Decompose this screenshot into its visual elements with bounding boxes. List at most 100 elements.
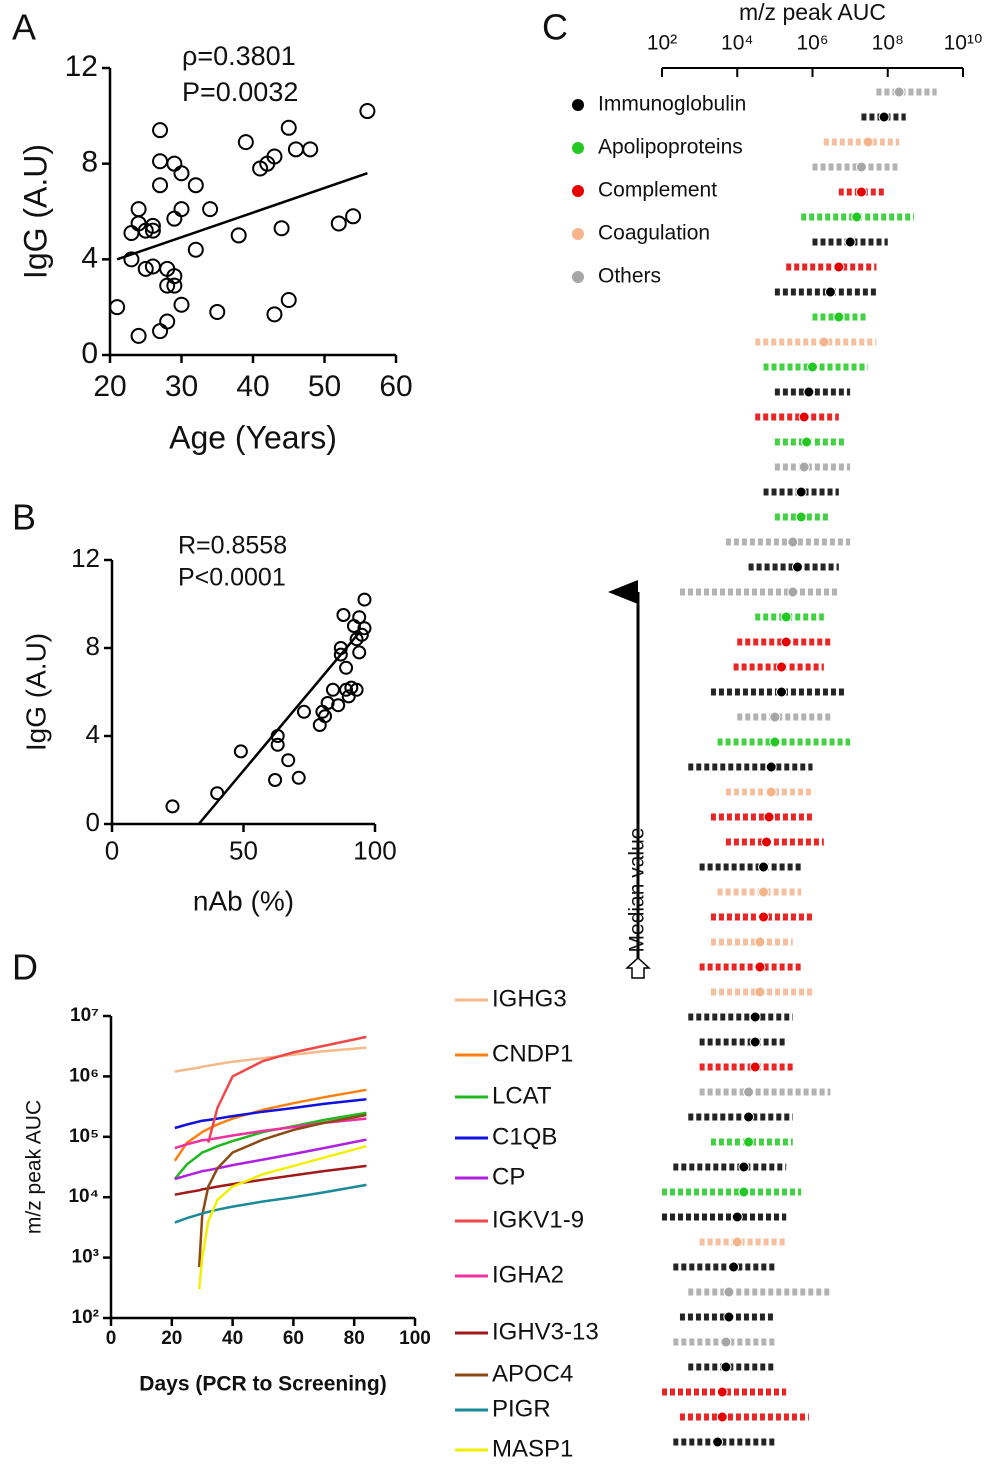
x-axis-label: m/z peak AUC — [739, 0, 886, 25]
point — [331, 698, 346, 713]
median-dot — [851, 211, 863, 223]
median-dot — [824, 286, 836, 298]
point — [152, 122, 169, 139]
x-tick-label: 0 — [105, 835, 119, 865]
median-dot — [749, 1011, 761, 1023]
legend-label: LCAT — [492, 1082, 552, 1109]
x-tick-label: 20 — [161, 1328, 182, 1349]
point — [357, 621, 372, 636]
point — [209, 303, 226, 320]
legend-label: MASP1 — [492, 1435, 573, 1462]
y-tick-label: 0 — [86, 807, 100, 837]
annotation: R=0.8558 — [178, 532, 287, 560]
series-line — [207, 1035, 367, 1144]
median-dot — [761, 836, 773, 848]
point — [173, 201, 190, 218]
legend-label: Immunoglobulin — [598, 93, 746, 116]
median-dot — [728, 1261, 740, 1273]
legend-swatch — [572, 271, 584, 283]
median-dot — [798, 411, 810, 423]
median-dot — [801, 436, 813, 448]
median-dot — [787, 536, 799, 548]
y-tick-label: 10² — [72, 1307, 99, 1328]
legend-swatch — [572, 142, 584, 154]
median-dot — [855, 186, 867, 198]
median-dot — [738, 1161, 750, 1173]
point — [173, 296, 190, 313]
point — [302, 141, 319, 158]
median-dot — [763, 811, 775, 823]
median-dot — [758, 861, 770, 873]
median-dot — [769, 711, 781, 723]
legend-swatch — [572, 228, 584, 240]
fit-line — [197, 631, 361, 825]
median-dot — [807, 361, 818, 373]
y-tick-label: 4 — [86, 719, 100, 749]
series-line — [174, 1046, 367, 1073]
median-dot — [716, 1386, 728, 1398]
point — [352, 645, 367, 660]
point — [109, 299, 126, 316]
point — [187, 241, 204, 258]
point — [266, 306, 283, 323]
median-dot — [798, 461, 810, 473]
legend-label: Others — [598, 265, 661, 288]
x-axis-label: Days (PCR to Screening) — [139, 1373, 386, 1396]
x-tick-label: 100 — [399, 1328, 431, 1349]
x-tick-label: 20 — [93, 370, 126, 403]
annotation: P<0.0001 — [178, 564, 286, 592]
y-tick-label: 4 — [81, 241, 98, 274]
median-dot — [776, 661, 788, 673]
point — [280, 291, 297, 308]
median-dot — [795, 486, 807, 498]
point — [318, 709, 333, 724]
median-dot — [765, 786, 777, 798]
median-dot — [743, 1136, 755, 1148]
point — [230, 227, 247, 244]
point — [152, 153, 169, 170]
point — [296, 704, 311, 719]
point — [130, 201, 147, 218]
legend-swatch — [572, 99, 584, 111]
point — [330, 215, 347, 232]
x-tick-label: 0 — [106, 1328, 117, 1349]
median-dot — [780, 636, 792, 648]
median-dot — [743, 1111, 755, 1123]
point — [166, 268, 183, 285]
point — [268, 773, 283, 787]
series-line — [174, 1183, 367, 1224]
point — [202, 201, 219, 218]
y-tick-label: 10⁷ — [70, 1005, 99, 1026]
x-tick-label: 10² — [647, 32, 677, 55]
x-tick-label: 10⁴ — [721, 32, 753, 55]
point — [237, 134, 254, 151]
median-dot — [749, 1036, 761, 1048]
median-dot — [765, 761, 777, 773]
median-dot — [720, 1361, 732, 1373]
point — [336, 608, 351, 622]
y-tick-label: 12 — [65, 50, 98, 83]
y-axis-label: IgG (A.U) — [17, 144, 53, 279]
median-dot — [754, 961, 766, 973]
series-line — [174, 1117, 367, 1150]
point — [137, 260, 154, 277]
median-dot — [738, 1186, 750, 1198]
point — [325, 682, 340, 697]
median-dot — [754, 986, 766, 998]
y-tick-label: 0 — [81, 337, 98, 370]
y-tick-label: 8 — [86, 631, 100, 661]
x-tick-label: 60 — [283, 1328, 304, 1349]
median-dot — [769, 736, 781, 748]
median-dot — [792, 561, 804, 573]
point — [291, 770, 306, 785]
median-dot — [776, 686, 788, 698]
y-tick-label: 10⁶ — [69, 1065, 99, 1086]
point — [270, 737, 285, 752]
x-tick-label: 60 — [379, 370, 412, 403]
median-dot — [723, 1311, 735, 1323]
point — [165, 799, 180, 814]
panel-label: D — [12, 947, 38, 988]
point — [357, 592, 372, 607]
point — [359, 103, 376, 120]
